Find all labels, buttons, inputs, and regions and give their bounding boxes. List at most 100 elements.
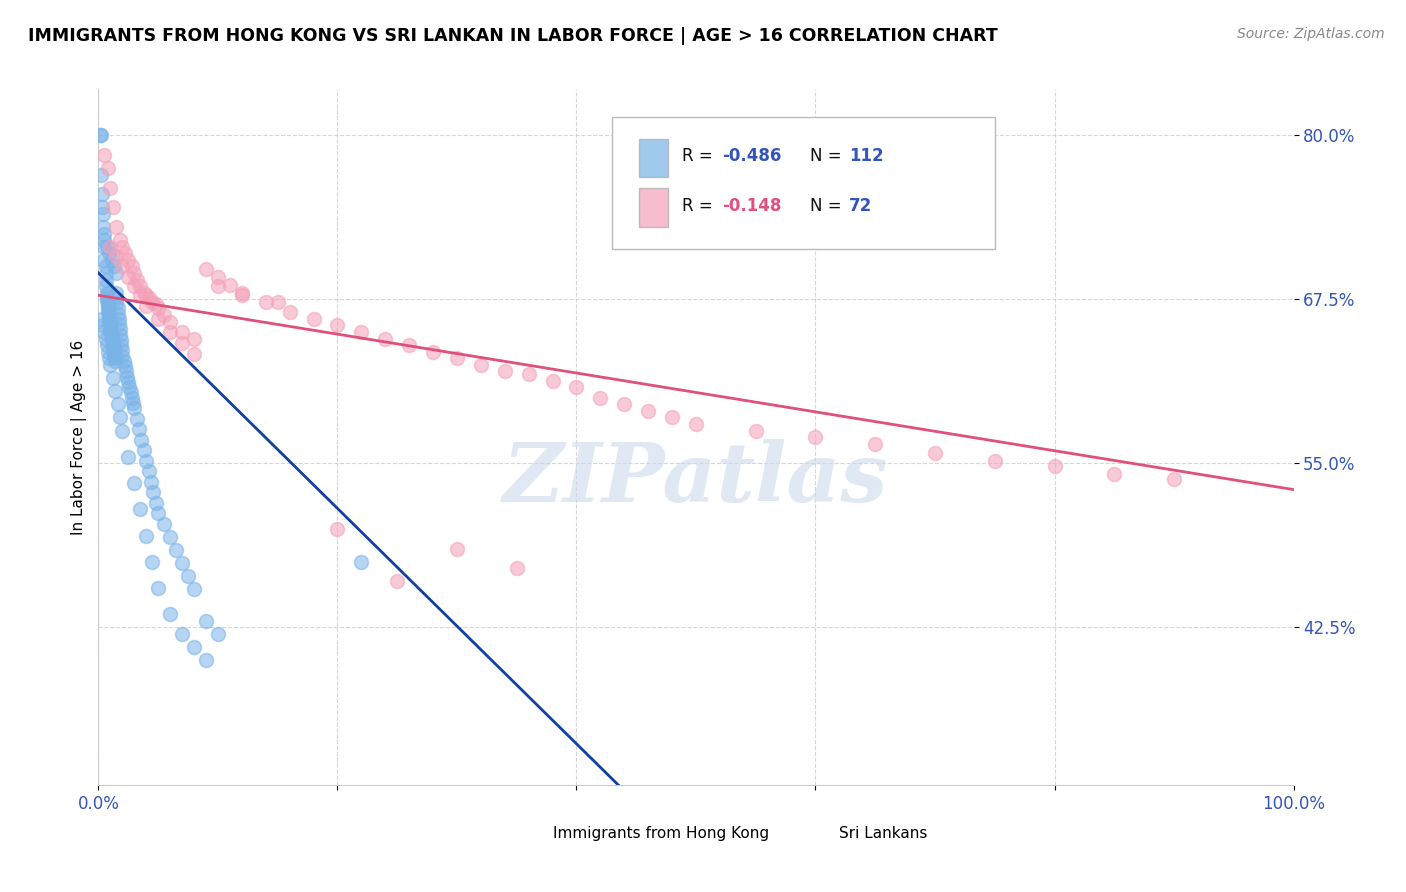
Point (804, 430, 827, 444)
Point (446, 541, 468, 556)
Point (132, 443, 155, 458)
Point (105, 291, 128, 305)
Text: -0.148: -0.148 (723, 196, 782, 215)
Point (101, 371, 124, 385)
Point (1163, 472, 1185, 486)
Point (661, 410, 683, 425)
Point (96, 288, 118, 302)
Text: IMMIGRANTS FROM HONG KONG VS SRI LANKAN IN LABOR FORCE | AGE > 16 CORRELATION CH: IMMIGRANTS FROM HONG KONG VS SRI LANKAN … (28, 27, 998, 45)
Point (94, 279, 117, 293)
Point (91, 200, 114, 214)
Point (98, 358, 122, 372)
Point (172, 325, 194, 339)
Point (494, 364, 516, 378)
Point (105, 220, 128, 235)
Point (374, 332, 396, 346)
Point (517, 367, 540, 381)
Point (98, 180, 122, 194)
Point (125, 272, 148, 286)
Point (98, 310, 121, 324)
Point (142, 485, 165, 500)
Point (101, 335, 124, 350)
Point (984, 453, 1007, 467)
Point (100, 327, 122, 342)
Point (183, 332, 205, 346)
Point (98, 325, 122, 339)
Point (118, 380, 141, 394)
Point (565, 380, 588, 394)
Point (103, 343, 125, 358)
Point (124, 266, 146, 280)
Point (107, 397, 129, 411)
Point (104, 384, 127, 398)
FancyBboxPatch shape (797, 816, 827, 844)
Point (121, 391, 143, 405)
Point (111, 349, 134, 363)
Point (207, 269, 229, 284)
Point (135, 453, 157, 467)
Point (97, 161, 120, 175)
Point (96, 240, 118, 254)
Point (96, 291, 118, 305)
Point (195, 614, 218, 628)
Point (541, 374, 564, 388)
Point (107, 307, 129, 321)
Point (135, 288, 157, 302)
Point (104, 351, 127, 366)
Point (91, 312, 114, 326)
Point (470, 358, 492, 372)
Point (93, 227, 115, 241)
Point (93, 240, 115, 254)
Point (398, 338, 420, 352)
Point (153, 308, 176, 322)
Point (302, 312, 325, 326)
Text: Sri Lankans: Sri Lankans (839, 826, 928, 841)
Point (145, 496, 167, 510)
Point (91, 220, 114, 235)
Point (100, 252, 122, 267)
Text: R =: R = (682, 196, 717, 215)
Point (207, 279, 229, 293)
Point (165, 543, 187, 558)
Point (148, 312, 170, 326)
Point (141, 294, 163, 309)
Point (124, 279, 146, 293)
Point (98, 240, 122, 254)
Point (101, 200, 124, 214)
Point (111, 260, 134, 274)
Point (98, 319, 122, 334)
Point (613, 397, 636, 411)
Point (159, 607, 181, 622)
Point (117, 252, 139, 267)
Point (125, 411, 148, 425)
Point (195, 653, 218, 667)
Text: Immigrants from Hong Kong: Immigrants from Hong Kong (553, 826, 769, 841)
Point (97, 344, 120, 359)
Point (97, 296, 120, 310)
Point (924, 446, 946, 460)
Point (422, 344, 444, 359)
Point (122, 396, 145, 410)
Point (350, 555, 373, 569)
Point (195, 262, 218, 277)
Point (159, 314, 181, 328)
Point (94, 266, 117, 280)
Point (138, 464, 160, 478)
Y-axis label: In Labor Force | Age > 16: In Labor Force | Age > 16 (72, 340, 87, 534)
Point (103, 349, 125, 363)
Point (278, 305, 301, 319)
Point (159, 530, 181, 544)
Point (90, 128, 112, 143)
Point (97, 299, 120, 313)
Point (107, 317, 129, 331)
Point (1043, 458, 1066, 473)
FancyBboxPatch shape (638, 188, 668, 227)
Point (90, 168, 112, 182)
Point (101, 341, 124, 355)
Point (117, 450, 139, 464)
Point (96, 285, 118, 300)
Point (172, 556, 194, 570)
FancyBboxPatch shape (613, 117, 995, 249)
Point (506, 561, 529, 575)
Point (105, 249, 128, 263)
